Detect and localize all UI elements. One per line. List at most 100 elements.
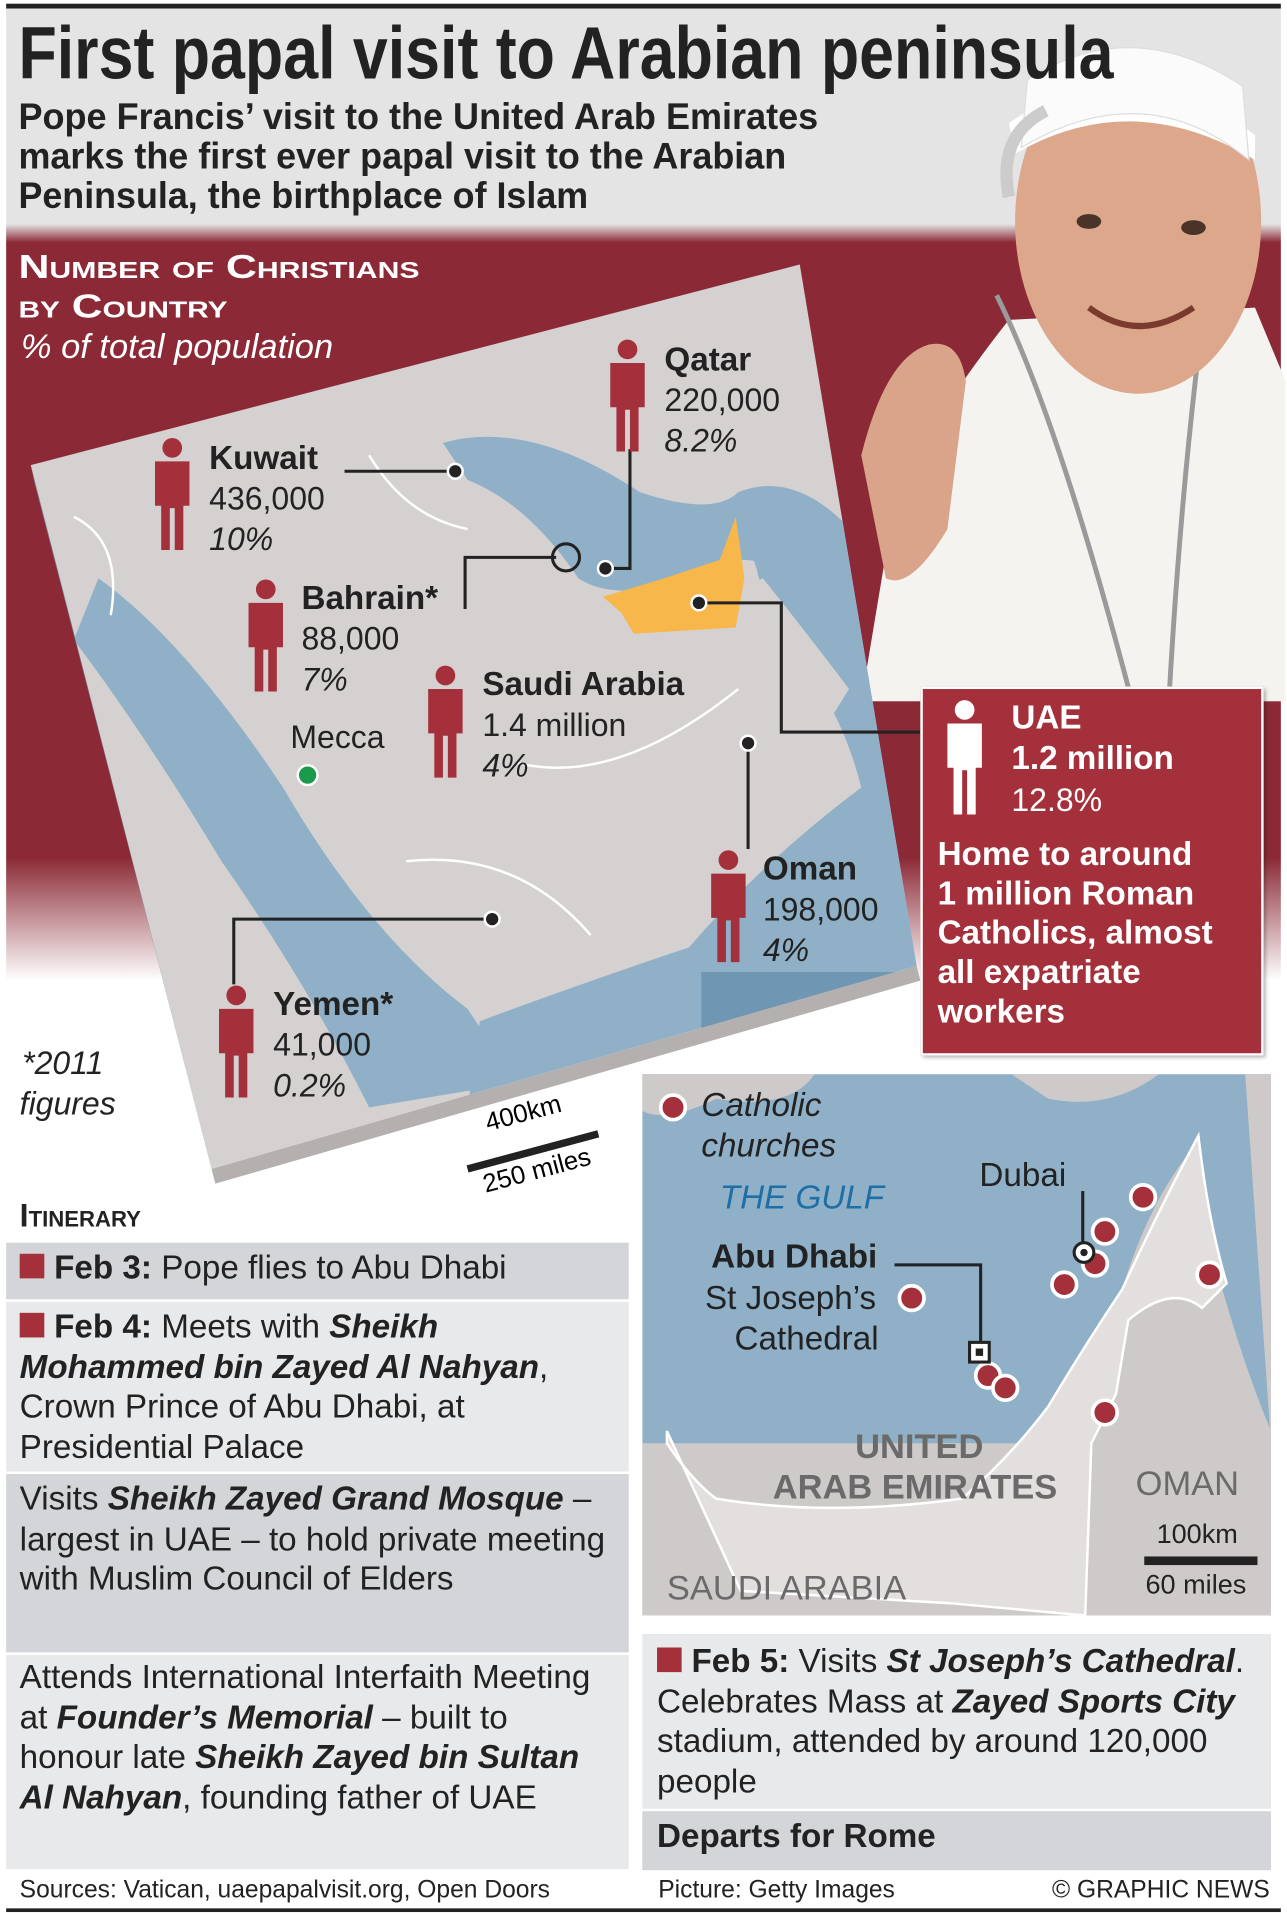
itinerary-text: Visits	[789, 1642, 887, 1680]
itinerary-text: Departs for Rome	[657, 1817, 936, 1855]
cathedral-label: Cathedral	[734, 1320, 879, 1358]
itinerary-text: Feb 4:	[54, 1307, 152, 1345]
cathedral-label: St Joseph’s	[705, 1279, 877, 1317]
itinerary-item: Attends International Interfaith Meeting…	[6, 1654, 629, 1869]
itinerary-heading: Itinerary	[19, 1197, 141, 1235]
itinerary-text: Meets with	[151, 1307, 330, 1345]
church-legend-icon	[658, 1093, 688, 1122]
scale-bar	[466, 1130, 600, 1173]
person-icon	[155, 438, 190, 550]
itinerary-text: – built to honour late	[19, 1698, 508, 1776]
abu-dhabi-label: Abu Dhabi	[711, 1237, 878, 1275]
itinerary-text: Sheikh Zayed bin Sultan Al Nahyan	[19, 1738, 580, 1816]
person-icon	[610, 339, 645, 452]
map-edge	[211, 965, 921, 1184]
church-marker	[1195, 1260, 1224, 1289]
uae-country-label: UNITED	[855, 1427, 984, 1466]
person-icon	[219, 985, 254, 1098]
country-name: Kuwait	[209, 439, 319, 477]
country-count: 1.4 million	[482, 706, 627, 744]
country-label: Yemen* 41,000 0.2%	[273, 984, 393, 1106]
country-percent: 8.2%	[664, 422, 738, 459]
qatar-marker	[596, 559, 614, 578]
itinerary-text: Founder’s Memorial	[56, 1698, 373, 1736]
itinerary-text: Sheikh Zayed Grand Mosque	[107, 1480, 564, 1518]
gulf-label: THE GULF	[719, 1178, 885, 1216]
itinerary-text: Pope flies to Abu Dhabi	[151, 1248, 507, 1286]
sources: Sources: Vatican, uaepapalvisit.org, Ope…	[19, 1876, 550, 1904]
itinerary-text: Feb 3:	[54, 1248, 152, 1286]
country-name: Saudi Arabia	[482, 665, 685, 703]
person-icon	[711, 850, 746, 963]
uae-marker	[690, 594, 708, 612]
person-icon	[947, 700, 982, 815]
bullet-square-icon	[657, 1647, 682, 1673]
arabia-map	[30, 264, 921, 1184]
country-count: 436,000	[209, 479, 325, 517]
itinerary-item: Feb 3: Pope flies to Abu Dhabi	[6, 1242, 629, 1300]
bullet-square-icon	[19, 1253, 45, 1279]
footnote: *2011	[22, 1044, 104, 1082]
itinerary-text: Sheikh Mohammed bin Zayed Al Nahyan	[19, 1307, 540, 1385]
itinerary-text: Visits	[19, 1480, 108, 1518]
section-heading: by Country	[18, 287, 228, 325]
country-name: Qatar	[664, 340, 752, 378]
oman-marker	[739, 734, 757, 752]
itinerary-item: Feb 4: Meets with Sheikh Mohammed bin Za…	[6, 1301, 629, 1472]
uae-country-label: ARAB EMIRATES	[772, 1467, 1058, 1507]
uae-map	[642, 1074, 1272, 1616]
kuwait-marker	[446, 462, 464, 480]
uae-name: UAE	[1011, 698, 1082, 736]
pope-photo	[861, 47, 1286, 702]
uae-count: 1.2 million	[1011, 739, 1174, 777]
inset-scale-bar	[1144, 1556, 1258, 1566]
country-percent: 7%	[301, 660, 348, 698]
church-marker	[1090, 1217, 1120, 1246]
church-marker	[1090, 1398, 1120, 1427]
section-heading: Number of Christians	[18, 248, 420, 286]
subtitle-line: Peninsula, the birthplace of Islam	[18, 175, 589, 217]
country-label: Oman 198,000 4%	[763, 849, 879, 971]
country-count: 220,000	[664, 381, 781, 419]
itinerary-text: , Crown Prince of Abu Dhabi, at Presiden…	[19, 1347, 549, 1465]
mecca-marker	[296, 764, 319, 787]
red-sea	[73, 578, 517, 1108]
bottom-rule	[6, 1908, 1281, 1913]
uae-callout: UAE 1.2 million 12.8% Home to around 1 m…	[920, 686, 1264, 1056]
mecca-label: Mecca	[290, 718, 385, 756]
uae-note: Home to around 1 million Roman Catholics…	[937, 835, 1213, 1030]
gulf-sea	[442, 436, 800, 591]
uae-land	[665, 1131, 1229, 1616]
itinerary-item: Visits Sheikh Zayed Grand Mosque – large…	[6, 1474, 629, 1653]
bullet-square-icon	[19, 1312, 45, 1338]
top-rule	[6, 3, 1281, 9]
saudi-label: SAUDI ARABIA	[666, 1568, 907, 1607]
itinerary-text: St Joseph’s Cathedral	[886, 1642, 1235, 1680]
church-marker	[1128, 1183, 1158, 1212]
itinerary-text: Zayed Sports City	[952, 1682, 1235, 1720]
country-count: 88,000	[301, 620, 400, 658]
subtitle-line: Pope Francis’ visit to the United Arab E…	[18, 97, 819, 138]
itinerary-text: stadium, attended by around 120,000 peop…	[657, 1722, 1208, 1800]
picture-credit: Picture: Getty Images	[658, 1876, 895, 1904]
country-label: Kuwait 436,000 10%	[209, 438, 325, 560]
church-marker	[1050, 1270, 1079, 1299]
country-percent: 4%	[762, 931, 810, 969]
itinerary-text: Feb 5:	[691, 1642, 790, 1680]
country-label: Saudi Arabia 1.4 million 4%	[482, 664, 684, 786]
itinerary-text: – largest in UAE – to hold private meeti…	[19, 1480, 606, 1598]
itinerary-text: Attends International Interfaith Meeting…	[19, 1658, 591, 1736]
itinerary-item: Departs for Rome	[642, 1811, 1272, 1871]
country-name: Yemen*	[273, 985, 394, 1023]
country-percent: 10%	[209, 520, 274, 558]
person-icon	[428, 665, 463, 778]
inset-scale-km: 100km	[1156, 1518, 1238, 1550]
bahrain-marker	[550, 542, 582, 573]
footnote: figures	[19, 1085, 116, 1123]
inset-scale-miles: 60 miles	[1145, 1568, 1247, 1600]
country-name: Oman	[762, 850, 858, 888]
itinerary-item: Feb 5: Visits St Joseph’s Cathedral. Cel…	[642, 1633, 1272, 1809]
publisher-credit: © GRAPHIC NEWS	[1052, 1876, 1270, 1904]
subtitle-line: marks the first ever papal visit to the …	[18, 136, 787, 178]
